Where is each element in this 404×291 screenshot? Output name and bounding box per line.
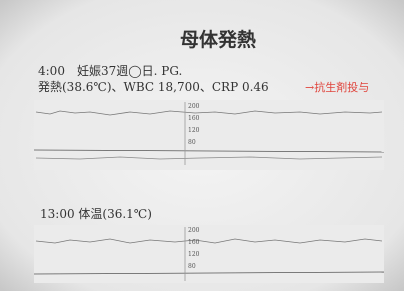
scale-label: 80	[188, 139, 196, 146]
ctg-strip-1	[34, 100, 384, 170]
scale-label: 160	[188, 239, 200, 246]
scale-label: 80	[188, 263, 196, 270]
slide-title: 母体発熱	[180, 28, 256, 51]
scale-label: 120	[188, 251, 200, 258]
slide-photo: 母体発熱 4:00 妊娠37週◯日. PG. 発熱(38.6℃)、WBC 18,…	[0, 0, 404, 291]
annotation: →抗生剤投与	[305, 80, 369, 94]
event-line: 4:00 妊娠37週◯日. PG.	[38, 64, 182, 78]
scale-label: 200	[188, 227, 200, 234]
strip-paper	[34, 100, 384, 170]
ctg-strip-2	[34, 225, 384, 283]
event-line: 発熱(38.6℃)、WBC 18,700、CRP 0.46	[38, 80, 269, 94]
scale-label: 160	[188, 115, 200, 122]
scale-label: 120	[188, 127, 200, 134]
strip-paper	[34, 225, 384, 283]
scale-label: 200	[188, 103, 200, 110]
event-line: 13:00 体温(36.1℃)	[40, 207, 152, 221]
